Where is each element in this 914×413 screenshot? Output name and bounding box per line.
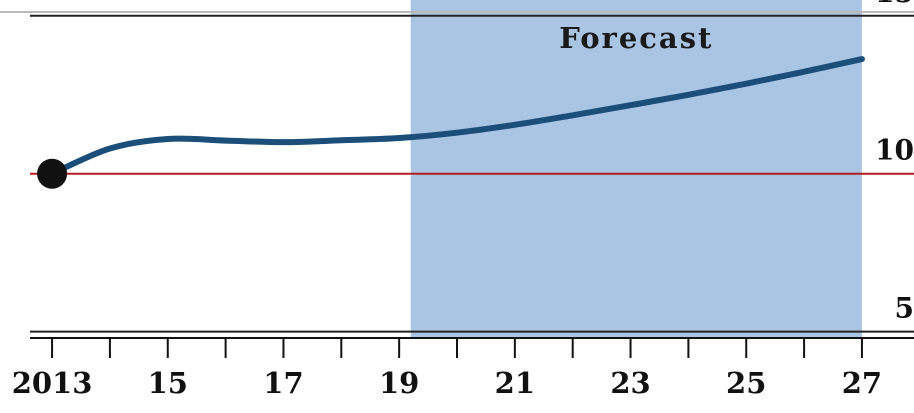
x-tick-label: 15 <box>148 366 188 400</box>
y-tick-label: 15 <box>875 0 914 9</box>
axis-layer <box>30 337 914 358</box>
label-layer: Forecast 5 10 15 2013 15 17 19 21 23 25 27 <box>12 0 914 400</box>
x-tick-label: 2013 <box>12 366 93 400</box>
x-tick-label: 17 <box>263 366 303 400</box>
forecast-band-layer <box>410 0 862 338</box>
start-point-marker <box>37 158 68 189</box>
x-tick-label: 25 <box>726 366 766 400</box>
x-tick-label: 21 <box>495 366 535 400</box>
series-line <box>49 56 865 177</box>
y-tick-label: 5 <box>895 292 914 325</box>
y-tick-label: 10 <box>875 134 914 167</box>
forecast-label: Forecast <box>559 21 713 55</box>
x-tick-label: 19 <box>379 366 419 400</box>
series-layer <box>37 56 865 189</box>
x-tick-label: 23 <box>610 366 650 400</box>
x-tick-label: 27 <box>842 366 882 400</box>
forecast-band <box>410 0 862 338</box>
gridline-layer <box>0 11 914 333</box>
